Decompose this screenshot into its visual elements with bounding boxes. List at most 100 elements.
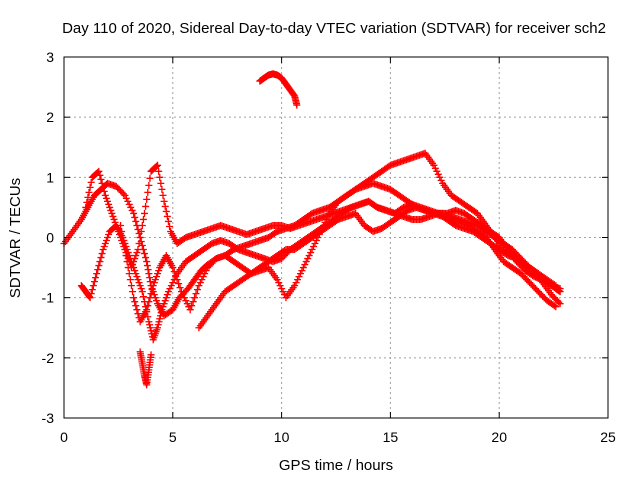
x-axis-label: GPS time / hours bbox=[279, 457, 393, 474]
data-point bbox=[158, 306, 166, 314]
data-point bbox=[291, 282, 299, 290]
data-point bbox=[202, 267, 210, 275]
data-point bbox=[100, 187, 108, 195]
data-point bbox=[143, 195, 151, 203]
data-point bbox=[86, 294, 94, 302]
data-point bbox=[87, 290, 95, 298]
data-point bbox=[176, 284, 184, 292]
data-points bbox=[60, 70, 564, 389]
data-point bbox=[85, 188, 93, 196]
data-point bbox=[154, 161, 162, 169]
data-point bbox=[134, 310, 142, 318]
data-point bbox=[142, 202, 150, 210]
data-point bbox=[98, 179, 106, 187]
data-point bbox=[301, 261, 309, 269]
data-point bbox=[127, 264, 135, 272]
data-point bbox=[307, 249, 315, 257]
data-point bbox=[96, 171, 104, 179]
data-point bbox=[114, 227, 122, 235]
data-point bbox=[127, 203, 135, 211]
data-point bbox=[156, 312, 164, 320]
data-point bbox=[278, 285, 286, 293]
data-point bbox=[115, 230, 123, 238]
data-point bbox=[96, 258, 104, 266]
data-point bbox=[102, 194, 110, 202]
data-point bbox=[99, 183, 107, 191]
data-point bbox=[156, 315, 164, 323]
data-point bbox=[196, 279, 204, 287]
data-point bbox=[276, 282, 284, 290]
data-point bbox=[152, 162, 160, 170]
data-point bbox=[137, 227, 145, 235]
data-point bbox=[159, 303, 167, 311]
y-tick-label: 2 bbox=[46, 109, 54, 125]
data-point bbox=[83, 198, 91, 206]
data-point bbox=[154, 321, 162, 329]
data-point bbox=[166, 222, 174, 230]
data-point bbox=[117, 234, 125, 241]
data-point bbox=[311, 240, 319, 248]
data-point bbox=[121, 191, 129, 199]
data-point bbox=[192, 290, 200, 298]
data-point bbox=[146, 321, 154, 329]
data-point bbox=[180, 294, 188, 302]
data-point bbox=[141, 209, 149, 217]
chart-title: Day 110 of 2020, Sidereal Day-to-day VTE… bbox=[62, 20, 606, 37]
data-point bbox=[302, 258, 310, 266]
data-point bbox=[132, 252, 140, 260]
data-point bbox=[97, 254, 105, 262]
data-point bbox=[199, 273, 207, 281]
data-point bbox=[144, 266, 152, 274]
data-point bbox=[134, 276, 142, 284]
data-point bbox=[124, 255, 132, 263]
data-point bbox=[293, 101, 301, 109]
data-point bbox=[148, 286, 156, 294]
y-tick-label: 1 bbox=[46, 169, 54, 185]
data-point bbox=[195, 282, 203, 290]
x-tick-label: 15 bbox=[383, 429, 399, 445]
series-track-g bbox=[136, 348, 155, 389]
data-point bbox=[104, 197, 112, 205]
data-point bbox=[552, 303, 560, 311]
data-point bbox=[189, 298, 197, 306]
data-point bbox=[109, 212, 117, 220]
data-point bbox=[161, 202, 169, 210]
data-point bbox=[191, 294, 199, 302]
data-point bbox=[151, 276, 159, 284]
data-point bbox=[88, 286, 96, 294]
data-point bbox=[133, 249, 141, 257]
data-point bbox=[436, 173, 444, 181]
data-point bbox=[556, 285, 564, 293]
y-axis-label: SDTVAR / TECUs bbox=[7, 178, 24, 298]
data-point bbox=[143, 258, 151, 266]
data-point bbox=[136, 234, 144, 241]
data-point bbox=[130, 209, 138, 217]
data-point bbox=[193, 286, 201, 294]
data-point bbox=[84, 193, 92, 201]
data-point bbox=[135, 279, 143, 287]
data-point bbox=[305, 252, 313, 260]
data-point bbox=[279, 288, 287, 296]
data-point bbox=[135, 240, 143, 248]
data-point bbox=[132, 270, 140, 278]
data-point bbox=[144, 302, 152, 310]
data-point bbox=[104, 234, 112, 241]
data-point bbox=[144, 188, 152, 196]
data-point bbox=[160, 300, 168, 308]
data-point bbox=[310, 243, 318, 251]
data-point bbox=[125, 270, 133, 278]
data-point bbox=[182, 297, 190, 305]
data-point bbox=[122, 194, 130, 202]
data-point bbox=[106, 203, 114, 211]
y-tick-label: -2 bbox=[42, 350, 55, 366]
data-point bbox=[172, 272, 180, 280]
data-point bbox=[111, 218, 119, 226]
data-point bbox=[321, 218, 329, 226]
data-point bbox=[162, 294, 170, 302]
x-tick-label: 10 bbox=[274, 429, 290, 445]
data-point bbox=[298, 267, 306, 275]
data-point bbox=[126, 276, 134, 284]
y-tick-label: 0 bbox=[46, 230, 54, 246]
data-point bbox=[110, 215, 118, 223]
